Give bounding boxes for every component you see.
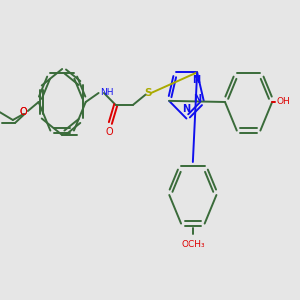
- Text: N: N: [192, 75, 200, 85]
- Text: OCH₃: OCH₃: [181, 240, 205, 249]
- Text: N: N: [194, 94, 202, 104]
- Text: O: O: [19, 107, 27, 118]
- Text: O: O: [19, 107, 27, 118]
- Text: N: N: [182, 104, 190, 114]
- Text: NH: NH: [100, 88, 113, 98]
- Text: O: O: [106, 128, 113, 137]
- Text: OH: OH: [276, 98, 290, 106]
- Text: S: S: [144, 88, 152, 98]
